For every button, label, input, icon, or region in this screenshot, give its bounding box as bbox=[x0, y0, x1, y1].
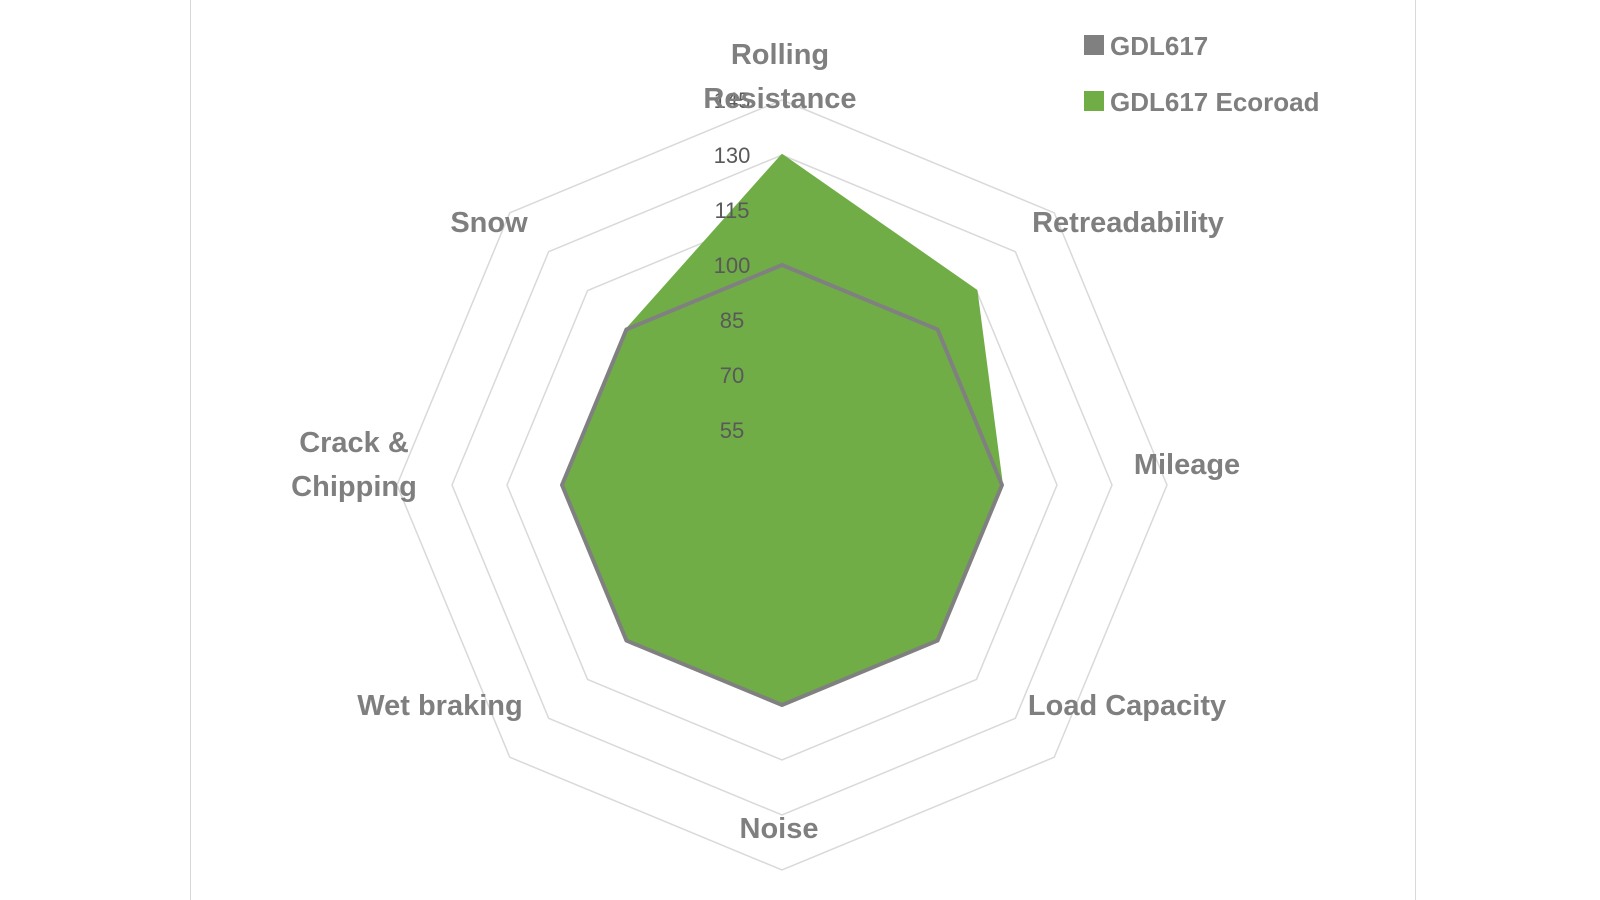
category-label-load-capacity: Load Capacity bbox=[1028, 690, 1226, 722]
tick-label-145: 145 bbox=[714, 88, 751, 113]
svg-text:Wet braking: Wet braking bbox=[357, 690, 522, 722]
legend-label: GDL617 bbox=[1110, 31, 1208, 61]
category-label-noise: Noise bbox=[740, 813, 819, 845]
legend-item-gdl617-ecoroad: GDL617 Ecoroad bbox=[1084, 87, 1320, 117]
series-layer bbox=[560, 154, 1004, 707]
tick-label-115: 115 bbox=[714, 198, 749, 223]
tick-label-55: 55 bbox=[720, 418, 744, 443]
category-label-crack-chipping: Crack & Chipping bbox=[291, 427, 417, 503]
axis-tick-labels: 55 70 85 100 115 130 145 bbox=[714, 88, 751, 443]
tick-label-100: 100 bbox=[714, 253, 751, 278]
svg-text:Rolling: Rolling bbox=[731, 39, 829, 71]
category-label-retreadability: Retreadability bbox=[1032, 207, 1224, 239]
legend-item-gdl617: GDL617 bbox=[1084, 31, 1208, 61]
grid-ring-115 bbox=[506, 209, 1058, 761]
svg-text:Retreadability: Retreadability bbox=[1032, 207, 1224, 239]
series-gdl617 bbox=[560, 263, 1004, 707]
category-labels: Rolling Resistance Retreadability Mileage Lo… bbox=[291, 39, 1240, 845]
legend-label: GDL617 Ecoroad bbox=[1110, 87, 1320, 117]
category-label-wet-braking: Wet braking bbox=[357, 690, 522, 722]
chart-area bbox=[190, 0, 1416, 900]
tick-label-85: 85 bbox=[720, 308, 744, 333]
svg-text:Resistance: Resistance bbox=[703, 83, 856, 115]
svg-text:Mileage: Mileage bbox=[1134, 449, 1240, 481]
svg-text:Crack &: Crack & bbox=[299, 427, 409, 459]
svg-text:Snow: Snow bbox=[450, 207, 528, 239]
legend: GDL617 GDL617 Ecoroad bbox=[1084, 31, 1320, 117]
grid-ring-130 bbox=[451, 154, 1113, 816]
category-label-rolling-resistance: Rolling Resistance bbox=[703, 39, 856, 115]
category-label-snow: Snow bbox=[450, 207, 528, 239]
svg-text:Chipping: Chipping bbox=[291, 471, 417, 503]
svg-text:Load Capacity: Load Capacity bbox=[1028, 690, 1226, 722]
tick-label-70: 70 bbox=[720, 363, 744, 388]
svg-text:Noise: Noise bbox=[740, 813, 819, 845]
legend-swatch bbox=[1084, 35, 1104, 55]
grid-ring-145 bbox=[396, 99, 1168, 871]
series-gdl617-ecoroad bbox=[561, 154, 1003, 706]
legend-swatch bbox=[1084, 91, 1104, 111]
category-label-mileage: Mileage bbox=[1134, 449, 1240, 481]
tick-label-130: 130 bbox=[714, 143, 751, 168]
